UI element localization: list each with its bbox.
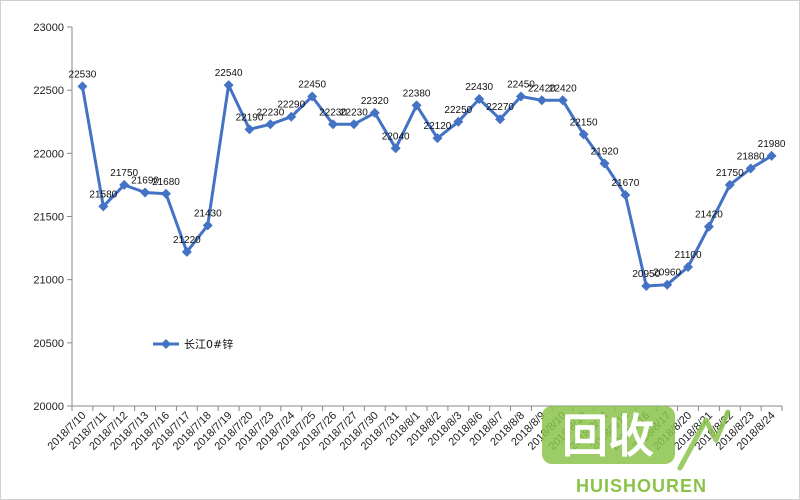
data-point	[703, 221, 714, 232]
watermark-logo-text: 回收	[562, 409, 654, 463]
data-label: 21420	[695, 210, 723, 221]
data-point	[536, 95, 547, 106]
data-label: 21750	[716, 168, 744, 179]
data-label: 21430	[194, 208, 222, 219]
data-point	[244, 124, 255, 135]
data-label: 22530	[69, 69, 97, 80]
y-axis: 20000 20500 21000 21500 22000 22500 23000	[33, 22, 73, 413]
data-point	[474, 94, 485, 105]
data-label: 22040	[382, 131, 410, 142]
data-label: 22380	[403, 88, 431, 99]
data-point	[119, 179, 130, 190]
data-point	[620, 190, 631, 201]
data-point	[453, 116, 464, 127]
y-tick-label: 20500	[33, 338, 64, 350]
data-label: 22320	[361, 96, 389, 107]
data-label: 21100	[674, 250, 702, 261]
legend-label: 长江0#锌	[184, 337, 233, 351]
data-label: 22190	[236, 112, 264, 123]
data-point	[328, 119, 339, 130]
y-tick-label: 21500	[33, 212, 64, 224]
data-label: 22270	[486, 102, 514, 113]
data-point	[641, 280, 652, 291]
data-label: 20960	[653, 268, 681, 279]
data-label: 21670	[611, 178, 639, 189]
data-label: 21220	[173, 235, 201, 246]
data-point	[766, 150, 777, 161]
data-point	[495, 114, 506, 125]
data-point	[724, 179, 735, 190]
data-point	[181, 246, 192, 257]
data-point	[411, 100, 422, 111]
watermark-brand-text: HUISHOUREN	[576, 476, 707, 496]
data-point	[683, 262, 694, 273]
data-label: 22230	[256, 107, 284, 118]
data-point	[140, 187, 151, 198]
y-tick-label: 22500	[33, 85, 64, 97]
data-label: 22230	[340, 107, 368, 118]
watermark: 回收 HUISHOUREN	[542, 406, 731, 496]
data-label: 22290	[277, 100, 305, 111]
data-point	[307, 91, 318, 102]
series-line	[80, 83, 773, 288]
data-point	[98, 201, 109, 212]
data-point	[223, 80, 234, 91]
data-label: 22430	[465, 82, 493, 93]
data-point	[578, 129, 589, 140]
data-label: 20950	[632, 269, 660, 280]
watermark-logo-box	[542, 406, 675, 464]
y-tick-label: 21000	[33, 275, 64, 287]
data-point	[390, 143, 401, 154]
data-point	[348, 119, 359, 130]
data-label: 21580	[89, 189, 117, 200]
y-tick-label: 23000	[33, 22, 64, 34]
data-point	[515, 91, 526, 102]
data-point	[160, 188, 171, 199]
data-point	[557, 95, 568, 106]
data-point	[77, 81, 88, 92]
legend-marker	[161, 339, 171, 349]
data-point	[369, 107, 380, 118]
data-label: 22450	[298, 79, 326, 90]
data-point	[265, 119, 276, 130]
data-label: 21880	[737, 151, 765, 162]
data-label: 22450	[507, 79, 535, 90]
data-point	[662, 279, 673, 290]
data-label: 21680	[152, 177, 180, 188]
data-label: 22420	[528, 83, 556, 94]
data-label: 22120	[424, 121, 452, 132]
data-label: 22230	[319, 107, 347, 118]
data-label: 22420	[549, 83, 577, 94]
plot-area: 2253021580217502169021680212202143022540…	[69, 68, 786, 291]
data-label: 21750	[110, 168, 138, 179]
data-label: 21920	[591, 146, 619, 157]
legend: 长江0#锌	[153, 337, 233, 351]
data-point	[286, 111, 297, 122]
data-label: 21980	[758, 139, 786, 150]
data-point	[745, 163, 756, 174]
y-tick-label: 22000	[33, 148, 64, 160]
data-label: 21690	[131, 175, 159, 186]
data-label: 22250	[444, 105, 472, 116]
data-label: 22540	[215, 68, 243, 79]
data-point	[202, 220, 213, 231]
y-tick-label: 20000	[33, 401, 64, 413]
watermark-swoosh-icon	[677, 409, 731, 471]
data-point	[432, 133, 443, 144]
data-label: 22150	[570, 117, 598, 128]
data-point	[599, 158, 610, 169]
